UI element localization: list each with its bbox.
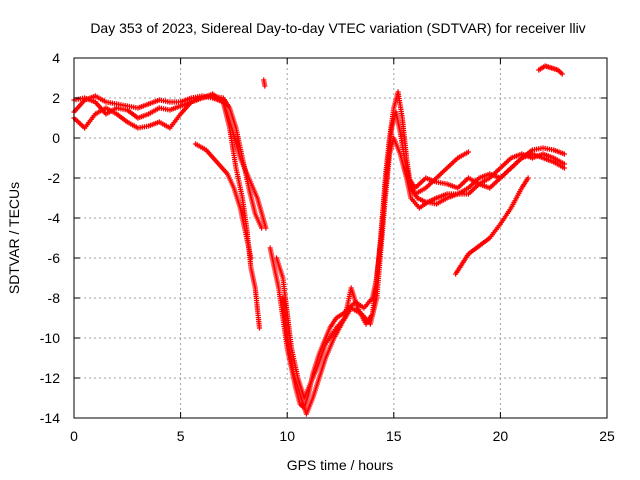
data-point xyxy=(465,149,472,155)
chart-title: Day 353 of 2023, Sidereal Day-to-day VTE… xyxy=(90,20,585,36)
series-track-11 xyxy=(536,63,565,77)
series-track-2 xyxy=(71,93,263,331)
data-point xyxy=(561,151,567,157)
y-tick-label: 4 xyxy=(52,50,60,66)
data-point xyxy=(262,83,268,89)
y-tick-label: -2 xyxy=(48,170,61,186)
tick-layer: 0 5 10 15 20 25 -14 -12 -10 -8 -6 -4 -2 0 2 4 xyxy=(40,50,615,444)
data-point xyxy=(559,71,565,77)
y-tick-label: -6 xyxy=(48,250,61,266)
data-point xyxy=(248,255,254,261)
y-tick-label: -8 xyxy=(48,290,61,306)
y-tick-label: 0 xyxy=(52,130,60,146)
x-tick-label: 5 xyxy=(177,428,185,444)
series-track-9 xyxy=(401,151,567,207)
x-tick-label: 25 xyxy=(599,428,615,444)
x-tick-label: 0 xyxy=(70,428,78,444)
series-track-4 xyxy=(192,141,254,261)
series-track-3 xyxy=(71,91,269,231)
data-layer xyxy=(71,63,567,417)
y-tick-label: -10 xyxy=(40,330,60,346)
x-tick-label: 20 xyxy=(493,428,509,444)
data-point xyxy=(263,225,269,231)
data-point xyxy=(561,165,567,171)
data-point xyxy=(525,175,531,181)
y-tick-label: -14 xyxy=(40,410,60,426)
y-axis-title: SDTVAR / TECUs xyxy=(6,182,22,294)
y-tick-label: -4 xyxy=(48,210,61,226)
x-axis-title: GPS time / hours xyxy=(287,457,394,473)
data-point xyxy=(256,325,263,331)
y-tick-label: -12 xyxy=(40,370,60,386)
series-track-10 xyxy=(453,175,531,277)
plot-frame xyxy=(73,57,608,419)
series-track-5 xyxy=(261,77,268,89)
y-tick-label: 2 xyxy=(52,90,60,106)
x-tick-label: 10 xyxy=(279,428,295,444)
x-tick-label: 15 xyxy=(386,428,402,444)
